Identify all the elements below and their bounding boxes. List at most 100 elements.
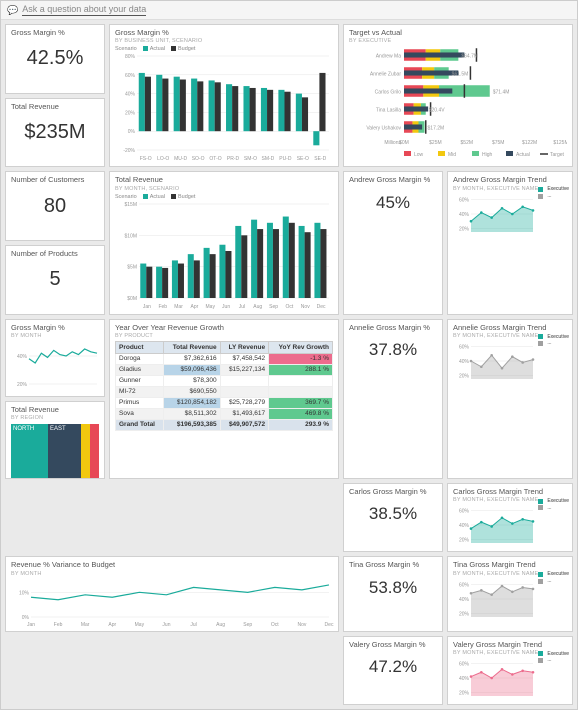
trend-carlos-gm[interactable]: Carlos Gross Margin Trend BY MONTH, EXEC… [447, 483, 573, 552]
kpi-total-revenue[interactable]: Total Revenue $235M [5, 98, 105, 168]
svg-text:40%: 40% [459, 212, 470, 218]
tile-subtitle: BY MONTH, SCENARIO [115, 186, 333, 192]
tile-title: Annelie Gross Margin Trend [453, 324, 567, 332]
svg-text:Feb: Feb [158, 304, 167, 310]
svg-text:$10M: $10M [124, 233, 137, 239]
svg-text:SM-D: SM-D [262, 156, 275, 162]
tile-title: Total Revenue [11, 103, 99, 111]
svg-text:May: May [135, 622, 145, 627]
tile-title: Tina Gross Margin Trend [453, 561, 567, 569]
kpi-value: 80 [11, 185, 99, 224]
bar-chart-svg: -20%0%20%40%60%80%FS-OLO-OMU-DSO-OOT-OPR… [115, 54, 333, 162]
kpi-annelie-gm[interactable]: Annelie Gross Margin % 37.8% [343, 319, 443, 480]
chart-gross-margin-by-bu[interactable]: Gross Margin % BY BUSINESS UNIT, SCENARI… [109, 24, 339, 167]
dashboard-page: 💬 Ask a question about your data Gross M… [0, 0, 578, 710]
chart-legend: Scenario Actual Budget [115, 194, 333, 200]
table-yoy-revenue[interactable]: Year Over Year Revenue Growth BY PRODUCT… [109, 319, 339, 480]
data-table: ProductTotal RevenueLY RevenueYoY Rev Gr… [115, 341, 333, 431]
svg-text:20%: 20% [17, 382, 28, 387]
svg-text:Low: Low [414, 152, 424, 158]
svg-text:High: High [482, 152, 493, 158]
tile-title: Tina Gross Margin % [349, 561, 437, 569]
svg-text:80%: 80% [125, 54, 136, 60]
qna-bar[interactable]: 💬 Ask a question about your data [1, 1, 577, 20]
svg-text:LO-O: LO-O [157, 156, 169, 162]
svg-text:Aug: Aug [216, 622, 225, 627]
qna-placeholder: Ask a question about your data [22, 4, 146, 16]
chart-gm-by-month[interactable]: Gross Margin % BY MONTH 20%40% [5, 319, 105, 397]
svg-text:Oct: Oct [286, 304, 294, 310]
kpi-gross-margin[interactable]: Gross Margin % 42.5% [5, 24, 105, 94]
svg-text:20%: 20% [459, 538, 470, 544]
tile-title: Valery Gross Margin Trend [453, 641, 567, 649]
svg-text:Apr: Apr [191, 304, 199, 310]
svg-text:PU-D: PU-D [279, 156, 292, 162]
svg-text:20%: 20% [125, 111, 136, 117]
kpi-carlos-gm[interactable]: Carlos Gross Margin % 38.5% [343, 483, 443, 552]
kpi-value: 45% [349, 185, 437, 217]
trend-valery-gm[interactable]: Valery Gross Margin Trend BY MONTH, EXEC… [447, 636, 573, 705]
svg-text:Jul: Jul [239, 304, 245, 310]
kpi-tina-gm[interactable]: Tina Gross Margin % 53.8% [343, 556, 443, 631]
svg-text:60%: 60% [459, 509, 470, 515]
tile-title: Number of Products [11, 250, 99, 258]
sparkline-legend: Executive... [538, 651, 569, 664]
svg-text:$52M: $52M [461, 140, 474, 146]
chart-variance-to-budget[interactable]: Revenue % Variance to Budget BY MONTH 0%… [5, 556, 339, 631]
tile-title: Andrew Gross Margin % [349, 176, 437, 184]
chart-target-vs-actual[interactable]: Target vs Actual BY EXECUTIVE Andrew Ma$… [343, 24, 573, 167]
svg-text:Jun: Jun [222, 304, 230, 310]
svg-text:PR-D: PR-D [227, 156, 240, 162]
svg-text:$0M: $0M [127, 296, 137, 302]
svg-text:Jun: Jun [162, 622, 170, 627]
kpi-value: $235M [11, 111, 99, 150]
svg-text:$61.5M: $61.5M [452, 72, 469, 78]
svg-text:FS-O: FS-O [140, 156, 152, 162]
tile-title: Number of Customers [11, 176, 99, 184]
svg-text:Mar: Mar [174, 304, 183, 310]
svg-text:Dec: Dec [317, 304, 326, 310]
svg-text:40%: 40% [125, 92, 136, 98]
trend-annelie-gm[interactable]: Annelie Gross Margin Trend BY MONTH, EXE… [447, 319, 573, 480]
svg-text:60%: 60% [459, 344, 470, 350]
tile-title: Gross Margin % [11, 29, 99, 37]
chart-revenue-by-region[interactable]: Total Revenue BY REGION NORTHEAST [5, 401, 105, 479]
svg-text:SE-D: SE-D [314, 156, 326, 162]
chart-revenue-by-month[interactable]: Total Revenue BY MONTH, SCENARIO Scenari… [109, 171, 339, 314]
svg-text:10%: 10% [19, 590, 30, 596]
svg-text:60%: 60% [125, 73, 136, 79]
svg-text:-20%: -20% [123, 148, 135, 154]
svg-text:$122M: $122M [522, 140, 537, 146]
svg-text:SO-O: SO-O [192, 156, 205, 162]
kpi-valery-gm[interactable]: Valery Gross Margin % 47.2% [343, 636, 443, 705]
svg-text:$0M: $0M [399, 140, 409, 146]
tile-subtitle: BY REGION [11, 415, 99, 421]
svg-text:40%: 40% [459, 359, 470, 365]
svg-text:40%: 40% [17, 354, 28, 360]
kpi-customers[interactable]: Number of Customers 80 [5, 171, 105, 241]
svg-text:Annelie Zubar: Annelie Zubar [370, 72, 401, 78]
svg-text:OT-O: OT-O [209, 156, 221, 162]
svg-text:SE-O: SE-O [297, 156, 309, 162]
svg-text:$71.4M: $71.4M [493, 90, 510, 96]
svg-text:20%: 20% [459, 373, 470, 379]
kpi-value: 5 [11, 258, 99, 297]
kpi-products[interactable]: Number of Products 5 [5, 245, 105, 315]
line-chart-svg: 0%10%JanFebMarAprMayJunJulAugSepOctNovDe… [11, 577, 335, 627]
trend-tina-gm[interactable]: Tina Gross Margin Trend BY MONTH, EXECUT… [447, 556, 573, 631]
tile-grid: Gross Margin % 42.5% Total Revenue $235M… [1, 20, 577, 709]
kpi-andrew-gm[interactable]: Andrew Gross Margin % 45% [343, 171, 443, 314]
tile-title: Target vs Actual [349, 29, 567, 37]
tile-title: Carlos Gross Margin % [349, 488, 437, 496]
svg-text:40%: 40% [459, 523, 470, 529]
svg-text:Jul: Jul [190, 622, 196, 627]
bar-chart-svg: $0M$5M$10M$15MJanFebMarAprMayJunJulAugSe… [115, 202, 333, 310]
svg-text:$75M: $75M [492, 140, 505, 146]
sparkline-legend: Executive... [538, 334, 569, 347]
tile-title: Gross Margin % [11, 324, 99, 332]
svg-text:Nov: Nov [301, 304, 310, 310]
svg-text:Actual: Actual [516, 152, 530, 158]
trend-andrew-gm[interactable]: Andrew Gross Margin Trend BY MONTH, EXEC… [447, 171, 573, 314]
tile-title: Revenue % Variance to Budget [11, 561, 333, 569]
svg-text:$25M: $25M [429, 140, 442, 146]
